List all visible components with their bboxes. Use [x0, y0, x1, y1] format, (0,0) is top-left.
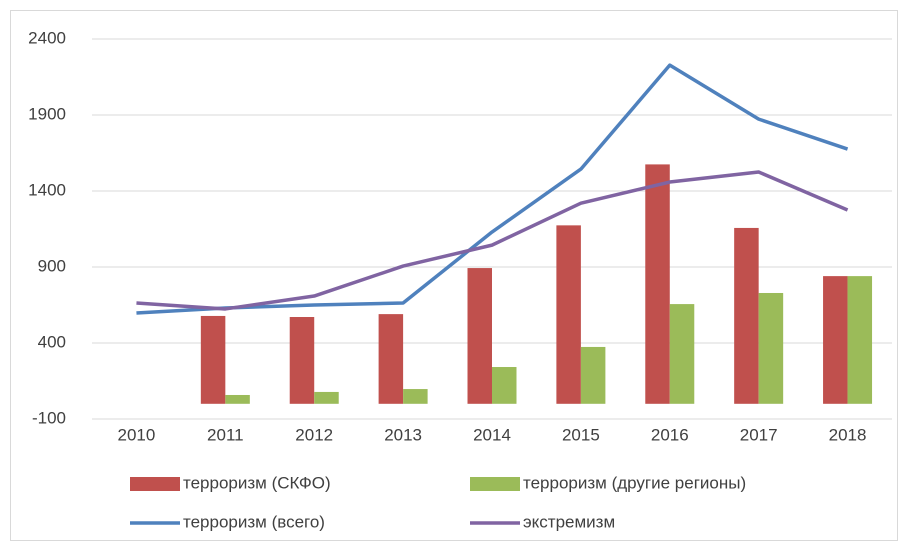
bar [580, 346, 606, 404]
bar [225, 394, 250, 404]
x-tick-label: 2017 [740, 425, 778, 444]
x-tick-label: 2018 [829, 425, 867, 444]
x-tick-label: 2012 [295, 425, 333, 444]
legend-label: экстремизм [523, 512, 615, 531]
legend-swatch [130, 477, 180, 491]
bar [645, 164, 670, 404]
bar [758, 292, 784, 404]
bar [492, 367, 517, 404]
legend-label: терроризм (СКФО) [183, 473, 331, 492]
legend-label: терроризм (другие регионы) [523, 473, 746, 492]
bar [847, 276, 873, 404]
y-tick-label: 2400 [28, 28, 66, 47]
chart-border [10, 10, 898, 541]
y-tick-label: 900 [38, 256, 66, 275]
legend-swatch [470, 477, 520, 491]
legend-label: терроризм (всего) [183, 512, 325, 531]
y-tick-label: 1400 [28, 180, 66, 199]
y-tick-label: 1900 [28, 104, 66, 123]
bar [669, 304, 695, 404]
bar [314, 391, 339, 404]
line [136, 63, 849, 315]
bar [823, 276, 848, 404]
bar [200, 315, 226, 404]
x-tick-label: 2016 [651, 425, 689, 444]
bar [467, 268, 492, 404]
x-tick-label: 2013 [384, 425, 422, 444]
bar [403, 389, 428, 404]
y-tick-label: 400 [38, 332, 66, 351]
x-tick-label: 2015 [562, 425, 600, 444]
x-tick-label: 2011 [207, 425, 244, 444]
bar [378, 314, 404, 404]
x-tick-label: 2010 [118, 425, 156, 444]
y-tick-label: -100 [32, 408, 66, 427]
line [136, 170, 849, 311]
x-tick-label: 2014 [473, 425, 511, 444]
bar [289, 317, 315, 404]
bar [556, 225, 581, 404]
bar [734, 227, 759, 404]
